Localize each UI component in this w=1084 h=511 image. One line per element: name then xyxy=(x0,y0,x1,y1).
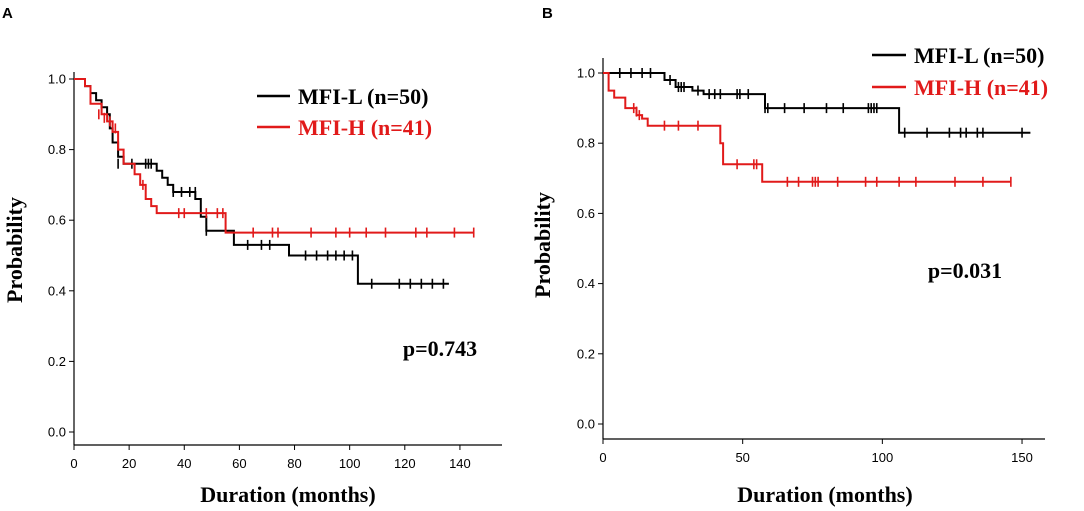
p-value: p=0.031 xyxy=(928,258,1002,283)
y-tick-label: 0.6 xyxy=(48,213,66,228)
survival-curve-mfi-h xyxy=(603,72,1011,183)
panel-a: A 0.0 0.2 0.4 0.6 0.8 1.0 0 20 40 60 80 100 120 140 Dur… xyxy=(2,5,502,507)
y-tick-label: 0.8 xyxy=(577,136,595,151)
legend-label-mfi-l: MFI-L (n=50) xyxy=(914,43,1044,68)
x-tick-label: 100 xyxy=(872,450,894,465)
y-tick-label: 1.0 xyxy=(577,66,595,81)
panel-letter: B xyxy=(542,5,553,22)
panel-b: B 0.0 0.2 0.4 0.6 0.8 1.0 0 50 100 150 Duration (mo… xyxy=(530,5,1048,507)
x-tick-label: 120 xyxy=(394,456,416,471)
x-tick-label: 80 xyxy=(287,456,301,471)
x-tick-label: 150 xyxy=(1011,450,1033,465)
p-value: p=0.743 xyxy=(403,336,477,361)
x-axis-title: Duration (months) xyxy=(200,482,375,507)
x-axis-title: Duration (months) xyxy=(737,482,912,507)
y-tick-label: 0.0 xyxy=(48,425,66,440)
survival-curve-mfi-l xyxy=(74,78,449,285)
y-tick-label: 0.0 xyxy=(577,417,595,432)
legend-label-mfi-h: MFI-H (n=41) xyxy=(914,75,1048,100)
y-tick-label: 0.8 xyxy=(48,142,66,157)
x-tick-label: 20 xyxy=(122,456,136,471)
y-tick-label: 0.4 xyxy=(577,276,595,291)
y-axis-title: Probability xyxy=(530,192,555,298)
y-tick-label: 0.2 xyxy=(577,346,595,361)
legend-label-mfi-h: MFI-H (n=41) xyxy=(298,115,432,140)
panel-letter: A xyxy=(2,5,13,22)
y-tick-label: 0.2 xyxy=(48,354,66,369)
x-tick-label: 100 xyxy=(339,456,361,471)
survival-curve-mfi-h xyxy=(74,78,474,234)
y-tick-label: 1.0 xyxy=(48,72,66,87)
x-tick-label: 50 xyxy=(735,450,749,465)
x-tick-label: 0 xyxy=(599,450,606,465)
y-axis-title: Probability xyxy=(2,197,27,303)
y-tick-label: 0.4 xyxy=(48,283,66,298)
x-tick-label: 40 xyxy=(177,456,191,471)
x-tick-label: 0 xyxy=(70,456,77,471)
y-tick-label: 0.6 xyxy=(577,206,595,221)
x-tick-label: 60 xyxy=(232,456,246,471)
survival-curve-mfi-l xyxy=(603,72,1031,134)
x-tick-label: 140 xyxy=(449,456,471,471)
legend-label-mfi-l: MFI-L (n=50) xyxy=(298,84,428,109)
